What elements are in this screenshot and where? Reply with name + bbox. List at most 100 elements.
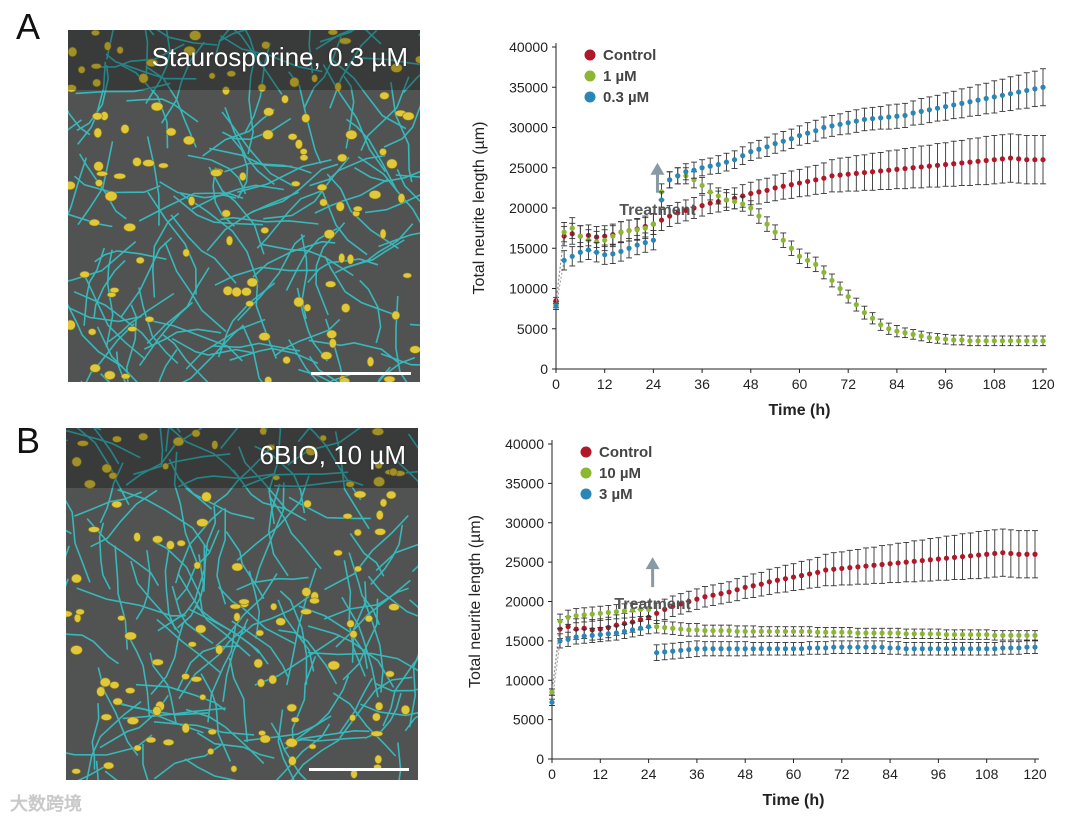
neurite [217, 282, 276, 358]
data-point [815, 629, 821, 635]
neurite [288, 496, 371, 520]
data-point [999, 156, 1006, 162]
neurite [370, 524, 404, 586]
neurite [375, 543, 418, 572]
soma [353, 565, 362, 573]
data-point [557, 626, 563, 632]
soma [349, 630, 358, 639]
neurite [126, 98, 199, 123]
data-point [902, 112, 908, 119]
neurite [395, 459, 418, 483]
neurite [164, 242, 227, 333]
neurite [158, 349, 178, 382]
data-point [926, 107, 932, 113]
panel-letter-a: A [16, 6, 41, 47]
soma [123, 222, 137, 232]
data-point [618, 229, 624, 235]
soma [199, 694, 207, 701]
data-point [686, 598, 692, 605]
soma [112, 697, 123, 706]
soma [338, 253, 346, 264]
data-point [878, 168, 884, 174]
neurite [300, 233, 308, 319]
data-point [894, 113, 900, 119]
soma [257, 83, 267, 93]
neurite [221, 111, 294, 187]
legend-marker [580, 467, 592, 479]
neurite [185, 318, 266, 370]
soma [127, 326, 138, 332]
neurite [377, 356, 416, 382]
neurite [248, 570, 261, 639]
neurite [360, 57, 420, 66]
data-point [984, 646, 990, 652]
legend-label: 10 µM [599, 465, 641, 482]
soma [90, 63, 102, 70]
soma [132, 157, 142, 167]
data-point [831, 566, 837, 572]
data-point [750, 646, 756, 652]
treatment-arrow-head [650, 162, 665, 175]
neurite [315, 222, 346, 316]
soma [375, 510, 384, 521]
neurite [395, 174, 420, 178]
neurite [364, 30, 382, 45]
data-point [718, 628, 724, 634]
neurite [364, 194, 420, 214]
data-point [1032, 157, 1038, 163]
somas [68, 30, 420, 382]
data-point [869, 116, 876, 122]
data-point [581, 625, 587, 631]
data-point [895, 645, 901, 651]
data-point [1008, 645, 1014, 651]
neurite [403, 73, 420, 93]
data-point [683, 169, 689, 175]
panel-letter-b: B [16, 420, 41, 461]
neurite [236, 475, 310, 562]
soma [79, 270, 90, 279]
neurite [202, 108, 275, 157]
neurite [68, 240, 137, 282]
soma [91, 30, 100, 36]
x-tick-label: 84 [882, 766, 898, 782]
neurite [114, 545, 129, 650]
neurite [146, 136, 160, 226]
data-point [984, 551, 990, 557]
soma [311, 74, 318, 83]
y-tick-label: 15000 [505, 633, 544, 649]
y-tick-label: 25000 [505, 554, 544, 570]
y-tick-label: 40000 [509, 39, 548, 55]
neurite [184, 758, 237, 780]
data-point [667, 177, 673, 183]
data-point [766, 579, 772, 585]
data-point [772, 141, 778, 147]
soma [71, 573, 82, 584]
data-point [667, 213, 673, 219]
data-point [951, 337, 957, 343]
x-tick-label: 36 [694, 376, 710, 392]
x-tick-label: 48 [737, 766, 753, 782]
x-tick-label: 120 [1031, 376, 1055, 392]
data-point [992, 550, 998, 557]
data-point [983, 157, 989, 164]
data-point [910, 165, 916, 171]
data-point [943, 161, 949, 168]
scale-bar [311, 372, 411, 375]
data-point [1000, 645, 1006, 651]
data-point [1024, 644, 1030, 650]
neurite [90, 489, 158, 548]
data-point [662, 624, 668, 631]
data-point [863, 563, 869, 569]
neurite [407, 433, 418, 450]
neurite [162, 334, 209, 382]
data-point [557, 638, 563, 644]
neurite [209, 147, 293, 168]
y-tick-label: 0 [540, 361, 548, 377]
data-point [886, 167, 892, 173]
data-point [895, 630, 901, 636]
data-point [976, 646, 982, 652]
data-point [1016, 338, 1022, 344]
soma [142, 159, 155, 167]
neurite [288, 339, 320, 382]
data-point [1032, 338, 1038, 344]
